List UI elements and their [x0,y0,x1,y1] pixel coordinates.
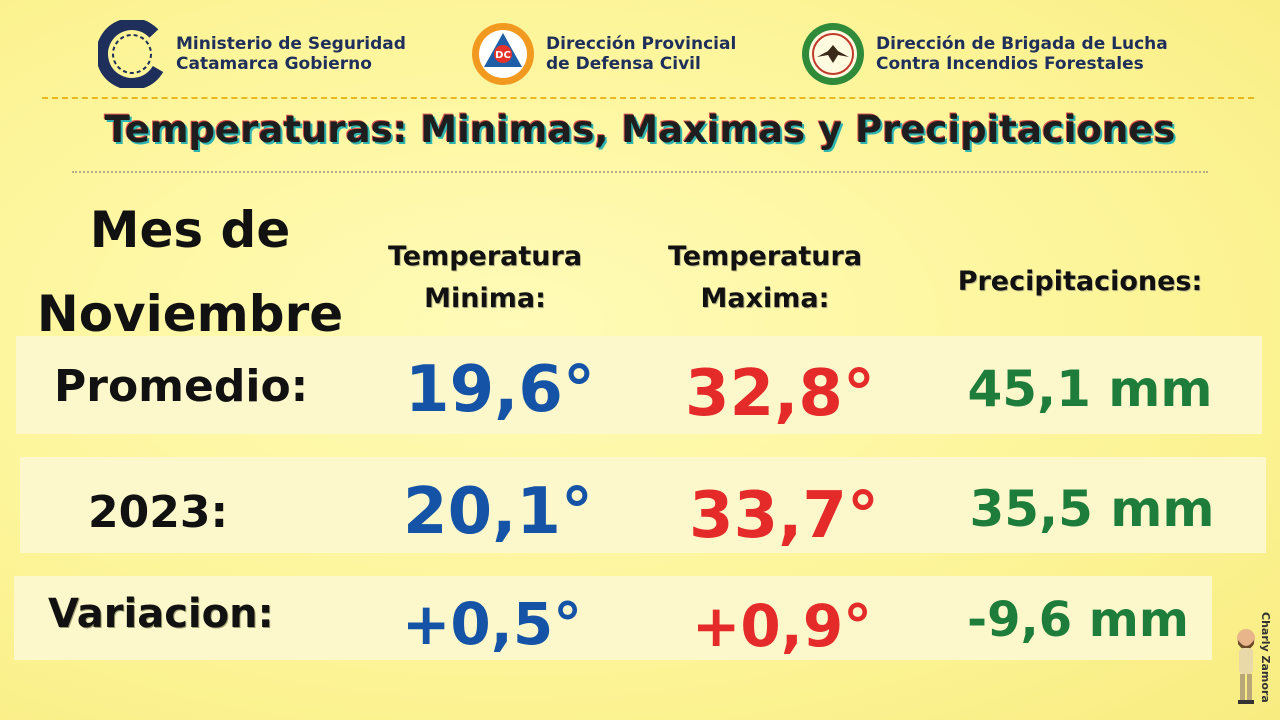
value-precip-variacion: -9,6 mm [967,592,1189,648]
defensa-civil-logo-group: DC Dirección Provincial de Defensa Civil [470,20,736,88]
row-band-promedio [16,336,1262,434]
value-max-promedio: 32,8° [685,357,875,431]
value-max-variacion: +0,9° [691,592,873,660]
row-band-2023 [20,457,1266,553]
column-header-max: Temperatura Maxima: [667,241,863,314]
value-precip-promedio: 45,1 mm [967,360,1213,418]
title-divider [72,171,1208,173]
defensa-civil-line2: de Defensa Civil [546,54,701,74]
month-heading: Mes de Noviembre [30,188,350,356]
ministry-line1: Ministerio de Seguridad [176,34,406,54]
author-credit: Charly Zamora [1259,612,1272,703]
author-caricature-icon [1237,629,1255,704]
defensa-civil-triangle-icon: DC [472,23,534,85]
page-title: Temperaturas: Minimas, Maximas y Precipi… [104,108,1176,151]
brigada-eagle-seal-icon [802,23,864,85]
month-line2: Noviembre [36,285,344,343]
value-min-promedio: 19,6° [405,353,595,427]
row-label-variacion: Variacion: [48,591,274,637]
value-max-2023: 33,7° [689,479,879,553]
value-min-2023: 20,1° [403,475,593,549]
row-label-promedio: Promedio: [54,361,309,412]
dc-badge-text: DC [495,50,511,61]
brigada-line1: Dirección de Brigada de Lucha [876,34,1168,54]
brigada-line2: Contra Incendios Forestales [876,54,1144,74]
ministry-c-logo-icon [98,20,166,88]
header-divider [42,97,1254,99]
value-min-variacion: +0,5° [401,590,583,658]
ministry-line2: Catamarca Gobierno [176,54,372,74]
row-band-variacion [14,576,1212,660]
month-line1: Mes de [89,201,291,259]
value-precip-2023: 35,5 mm [969,480,1215,538]
column-header-min: Temperatura Minima: [387,241,583,314]
brigada-logo-group: Dirección de Brigada de Lucha Contra Inc… [800,20,1168,88]
row-label-2023: 2023: [88,487,229,538]
defensa-civil-line1: Dirección Provincial [546,34,737,54]
ministry-logo-group: Ministerio de Seguridad Catamarca Gobier… [98,20,406,88]
column-header-precip: Precipitaciones: [957,266,1203,297]
